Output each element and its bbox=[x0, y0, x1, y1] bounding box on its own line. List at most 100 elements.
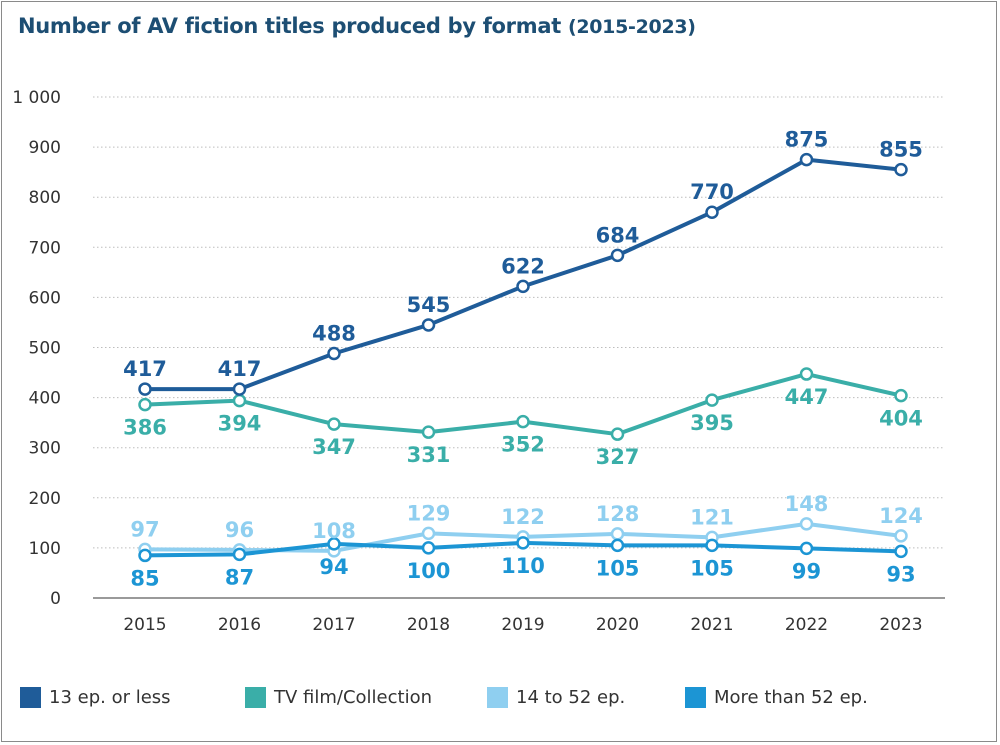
data-label: 105 bbox=[690, 556, 734, 580]
data-point bbox=[705, 538, 719, 553]
legend-swatch bbox=[245, 687, 266, 708]
data-label: 108 bbox=[312, 519, 356, 543]
legend-item-14-to-52-ep: 14 to 52 ep. bbox=[487, 687, 625, 708]
chart-title: Number of AV fiction titles produced by … bbox=[18, 14, 696, 38]
data-label: 545 bbox=[407, 293, 451, 317]
data-point bbox=[327, 346, 341, 361]
data-label: 124 bbox=[879, 504, 923, 528]
x-tick-label: 2019 bbox=[501, 615, 544, 635]
data-point bbox=[799, 152, 814, 167]
x-tick-label: 2017 bbox=[312, 615, 355, 635]
data-point bbox=[705, 393, 719, 407]
y-tick-label: 200 bbox=[29, 489, 61, 509]
data-point bbox=[610, 538, 625, 553]
data-point bbox=[327, 417, 341, 431]
legend-item-13-ep-or-less: 13 ep. or less bbox=[20, 687, 171, 708]
data-label: 394 bbox=[218, 412, 262, 436]
data-point bbox=[421, 526, 436, 541]
y-tick-label: 300 bbox=[29, 439, 61, 459]
data-label: 855 bbox=[879, 138, 923, 162]
data-point bbox=[232, 547, 247, 562]
data-point bbox=[516, 279, 530, 294]
data-label: 122 bbox=[501, 505, 545, 529]
data-label: 94 bbox=[319, 555, 348, 579]
legend-label: More than 52 ep. bbox=[714, 687, 868, 708]
legend-label: TV film/Collection bbox=[274, 687, 433, 708]
legend-swatch bbox=[685, 687, 706, 708]
data-label: 96 bbox=[225, 518, 254, 542]
data-point bbox=[516, 536, 530, 550]
data-point bbox=[610, 427, 625, 441]
data-label: 105 bbox=[596, 556, 640, 580]
legend-label: 13 ep. or less bbox=[49, 687, 171, 708]
data-point bbox=[232, 382, 247, 396]
data-label: 121 bbox=[690, 505, 734, 529]
y-tick-label: 1 000 bbox=[12, 88, 61, 108]
data-label: 684 bbox=[596, 223, 640, 247]
x-tick-label: 2016 bbox=[218, 615, 261, 635]
y-tick-label: 600 bbox=[29, 288, 61, 308]
data-label: 770 bbox=[690, 180, 734, 204]
legend-swatch bbox=[20, 687, 41, 708]
data-label: 417 bbox=[123, 357, 167, 381]
data-point bbox=[138, 397, 152, 412]
chart-legend: 13 ep. or less TV film/Collection 14 to … bbox=[20, 687, 980, 715]
data-point bbox=[894, 388, 908, 403]
data-label: 97 bbox=[130, 517, 159, 541]
data-label: 93 bbox=[886, 562, 915, 586]
x-tick-label: 2018 bbox=[407, 615, 450, 635]
y-tick-label: 900 bbox=[29, 138, 61, 158]
data-label: 110 bbox=[501, 554, 545, 578]
data-label: 447 bbox=[785, 385, 829, 409]
data-point bbox=[894, 529, 908, 543]
data-point bbox=[421, 318, 436, 332]
data-point bbox=[894, 162, 908, 177]
legend-item-tv-film-collection: TV film/Collection bbox=[245, 687, 432, 708]
data-label: 386 bbox=[123, 416, 167, 440]
data-label: 417 bbox=[218, 357, 262, 381]
data-point bbox=[138, 548, 152, 563]
data-point bbox=[610, 527, 625, 541]
data-point bbox=[232, 393, 247, 408]
data-point bbox=[894, 544, 908, 559]
data-label: 129 bbox=[407, 501, 451, 525]
chart-subtitle: (2015-2023) bbox=[567, 16, 696, 38]
data-label: 352 bbox=[501, 433, 545, 457]
data-label: 395 bbox=[690, 411, 734, 435]
data-label: 85 bbox=[130, 566, 159, 590]
y-tick-label: 700 bbox=[29, 238, 61, 258]
y-tick-label: 800 bbox=[29, 188, 61, 208]
y-tick-label: 100 bbox=[29, 539, 61, 559]
data-label: 99 bbox=[792, 559, 821, 583]
data-label: 100 bbox=[407, 559, 451, 583]
data-label: 875 bbox=[785, 128, 829, 152]
data-label: 327 bbox=[596, 445, 640, 469]
x-tick-label: 2020 bbox=[596, 615, 639, 635]
y-tick-label: 400 bbox=[29, 389, 61, 409]
legend-swatch bbox=[487, 687, 508, 708]
data-label: 622 bbox=[501, 254, 545, 278]
data-point bbox=[138, 382, 152, 396]
data-label: 488 bbox=[312, 322, 356, 346]
data-point bbox=[421, 425, 436, 439]
data-label: 331 bbox=[407, 443, 451, 467]
y-tick-label: 500 bbox=[29, 339, 61, 359]
legend-label: 14 to 52 ep. bbox=[516, 687, 626, 708]
data-label: 347 bbox=[312, 435, 356, 459]
data-label: 148 bbox=[785, 492, 829, 516]
data-label: 128 bbox=[596, 502, 640, 526]
x-tick-label: 2015 bbox=[123, 615, 166, 635]
x-tick-label: 2023 bbox=[879, 615, 922, 635]
data-label: 87 bbox=[225, 565, 254, 589]
x-tick-label: 2021 bbox=[690, 615, 733, 635]
data-point bbox=[421, 541, 436, 555]
data-label: 404 bbox=[879, 407, 923, 431]
data-point bbox=[516, 414, 530, 429]
data-point bbox=[327, 537, 341, 551]
y-tick-label: 0 bbox=[50, 589, 61, 609]
line-chart: 0 100 200 300 400 500 600 700 800 900 1 000 2015 201… bbox=[12, 88, 945, 635]
data-point bbox=[799, 517, 814, 531]
x-tick-label: 2022 bbox=[785, 615, 828, 635]
chart-title-main: Number of AV fiction titles produced by … bbox=[18, 14, 561, 38]
